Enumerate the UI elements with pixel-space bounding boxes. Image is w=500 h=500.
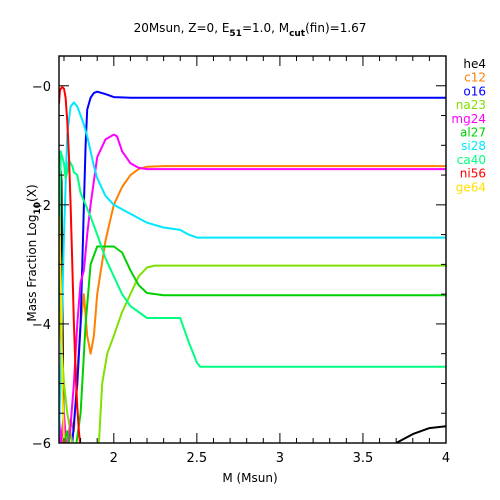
x-tick-label: 2.5 <box>187 451 208 466</box>
chart-title: 20Msun, Z=0, E51=1.0, Mcut(fin)=1.67 <box>134 21 367 39</box>
legend-na23: na23 <box>456 98 486 112</box>
series-line-ca40 <box>59 150 446 368</box>
series-line-o16 <box>71 90 446 443</box>
y-tick-label: −0 <box>32 80 51 95</box>
series-line-he4 <box>59 151 446 443</box>
series-line-na23 <box>59 246 446 443</box>
series-line-ni56 <box>59 86 82 443</box>
legend-ca40: ca40 <box>457 153 486 167</box>
series-layer <box>59 86 446 443</box>
series-line-mg24 <box>59 133 446 443</box>
y-tick-label: −2 <box>32 199 51 214</box>
ticks-layer: 2 2.5 3 3.5 4 −0 −2 −4 −6 <box>32 55 450 466</box>
legend-c12: c12 <box>464 71 486 85</box>
x-tick-label: 3 <box>276 451 284 466</box>
plot-frame <box>58 55 447 444</box>
legend-o16: o16 <box>463 84 486 98</box>
y-tick-label: −6 <box>32 437 51 452</box>
x-tick-label: 4 <box>442 451 450 466</box>
x-axis-label: M (Msun) <box>222 471 277 485</box>
legend-he4: he4 <box>463 57 486 71</box>
x-tick-label: 2 <box>110 451 118 466</box>
series-line-si28 <box>59 101 446 438</box>
plot-area: 2 2.5 3 3.5 4 −0 −2 −4 −6 <box>32 55 450 466</box>
legend-ge64: ge64 <box>456 180 486 194</box>
y-axis-label: Mass Fraction Log10(X) <box>25 184 43 321</box>
legend-mg24: mg24 <box>451 112 486 126</box>
legend-al27: al27 <box>460 126 486 140</box>
legend-ni56: ni56 <box>460 167 486 181</box>
y-tick-label: −4 <box>32 318 51 333</box>
series-line-c12 <box>59 165 446 443</box>
x-tick-label: 3.5 <box>353 451 374 466</box>
series-line-al27 <box>62 245 446 443</box>
legend-si28: si28 <box>461 139 486 153</box>
